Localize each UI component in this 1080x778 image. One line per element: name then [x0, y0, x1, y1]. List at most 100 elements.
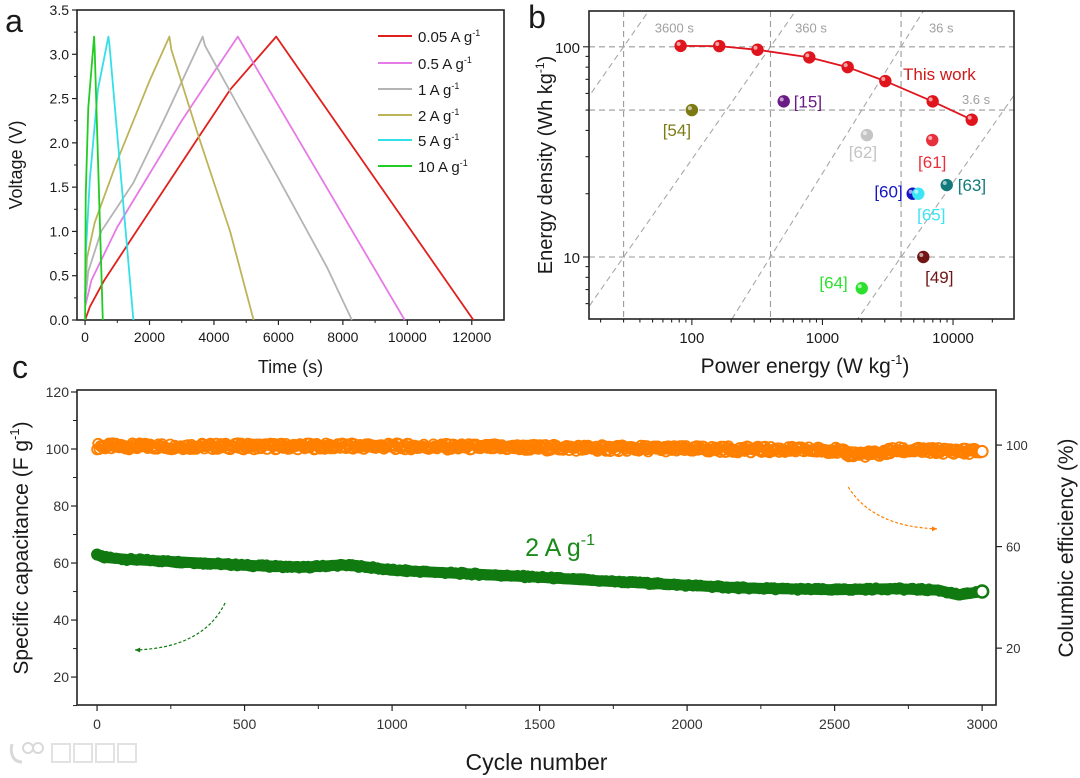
marker-highlight [843, 63, 848, 68]
y-axis-label: Voltage (V) [6, 120, 26, 209]
reference-label: [15] [794, 92, 822, 111]
reference-label: [60] [874, 183, 902, 202]
legend-label-main: 10 A g [418, 159, 460, 176]
marker-highlight [753, 45, 758, 50]
legend-item: 10 A g-1 [378, 158, 468, 176]
reference-label: [54] [663, 121, 691, 140]
reference-label: [49] [925, 268, 953, 287]
grid [589, 11, 1014, 319]
x-tick-label: 1500 [524, 716, 555, 732]
x-tick-label: 3000 [967, 716, 998, 732]
marker [855, 282, 868, 295]
y-axis-label-left-superscript: -1 [7, 428, 22, 440]
time-line-label: 3.6 s [962, 92, 991, 107]
y-tick-label: 80 [53, 498, 69, 514]
y-axis-label-right: Columbic efficiency (%) [1055, 438, 1078, 657]
time-line [589, 11, 650, 98]
x-axis: 0 2000 4000 6000 8000 10000 12000 [81, 320, 491, 345]
rate-annotation: 2 A g-1 [525, 532, 595, 562]
this-work-point [751, 43, 764, 56]
arrow-shaft [847, 486, 938, 530]
marker-highlight [942, 181, 947, 186]
legend-item: 0.05 A g-1 [378, 28, 480, 46]
y-axis: 0.0 0.5 1.0 1.5 2.0 2.5 3.0 3.5 [50, 2, 77, 328]
y-tick-label: 120 [46, 384, 70, 400]
arrow-head [931, 526, 937, 532]
legend-item: 5 A g-1 [378, 132, 459, 150]
marker-highlight [914, 189, 919, 194]
series [84, 35, 475, 321]
x-tick-label: 10000 [932, 330, 974, 347]
this-work-point [713, 39, 726, 53]
marker-highlight [862, 131, 867, 136]
y-tick-label: 20 [53, 669, 69, 685]
x-tick-label: 6000 [263, 329, 294, 345]
panel-c-cycling-chart: c0 500 1000 1500 2000 2500 3000204060801001202… [7, 349, 1078, 775]
time-line-label: 36 s [929, 20, 954, 35]
this-work-point [841, 60, 854, 74]
y-tick-label: 1.5 [50, 179, 70, 195]
this-work-label: This work [903, 65, 976, 84]
rate-annotation-superscript: -1 [581, 532, 595, 549]
y-axis-label-superscript: -1 [533, 62, 547, 73]
reference-point [940, 178, 953, 192]
x-tick-label: 2000 [672, 716, 703, 732]
time-line-label: 360 s [795, 20, 827, 35]
y-right-tick-label: 20 [1006, 641, 1020, 656]
y-tick-label: 2.5 [50, 91, 70, 107]
legend-label-main: 0.5 A g [418, 56, 464, 73]
arrow-head [135, 647, 141, 653]
x-axis-label-end: ) [902, 355, 909, 378]
y-axis-left: 20 40 60 80 100 120 [46, 384, 77, 707]
y-tick-label: 2.0 [50, 135, 70, 151]
efficiency-axis-arrow [847, 486, 938, 532]
marker-highlight [687, 106, 692, 111]
time-line-label: 3600 s [655, 20, 695, 35]
legend: 0.05 A g-10.5 A g-11 A g-12 A g-15 A g-1… [378, 28, 480, 176]
y-tick-label: 100 [555, 40, 580, 57]
legend-label-main: 0.05 A g [418, 29, 472, 46]
legend-label: 0.5 A g-1 [418, 55, 472, 73]
marker-highlight [805, 53, 810, 58]
this-work-point [674, 39, 687, 53]
x-axis-label-superscript: -1 [891, 352, 903, 367]
legend-label-superscript: -1 [451, 81, 459, 91]
time-line [857, 94, 1014, 319]
reference-point [777, 95, 790, 108]
y-tick-label: 60 [53, 555, 69, 571]
marker [674, 39, 687, 53]
marker [841, 60, 854, 74]
x-tick-label: 12000 [452, 329, 491, 345]
x-axis: 0 500 1000 1500 2000 2500 3000 [93, 705, 998, 732]
legend-label-main: 1 A g [418, 82, 451, 99]
marker [685, 103, 699, 117]
x-tick-label: 4000 [198, 329, 229, 345]
legend-label-superscript: -1 [451, 132, 459, 142]
y-tick-label: 0.0 [50, 312, 70, 328]
legend-label: 10 A g-1 [418, 158, 468, 176]
panel-label-b: b [528, 0, 546, 35]
y-axis-right: 20 60 100 [996, 438, 1028, 656]
y-axis-label-left-end: ) [10, 421, 33, 428]
reference-point [685, 103, 699, 117]
this-work-point [879, 74, 892, 88]
marker-highlight [676, 41, 681, 46]
rate-annotation-main: 2 A g [525, 534, 581, 562]
y-right-tick-label: 100 [1006, 438, 1028, 453]
x-tick-label: 2500 [819, 716, 850, 732]
capacitance-axis-arrow [135, 602, 226, 653]
x-axis-label-main: Power energy (W kg [701, 355, 891, 378]
x-tick-label: 2000 [134, 329, 165, 345]
efficiency-point [862, 445, 875, 458]
legend-label-superscript: -1 [451, 107, 459, 117]
plot-frame [76, 389, 997, 706]
y-axis-label-main: Energy density (Wh kg [535, 73, 557, 274]
legend-label: 0.05 A g-1 [418, 28, 480, 46]
legend-label-superscript: -1 [464, 55, 472, 65]
marker-highlight [919, 252, 924, 257]
arrow-shaft [135, 602, 226, 651]
marker [965, 113, 978, 126]
marker [940, 178, 953, 192]
efficiency-last-point [975, 444, 989, 458]
